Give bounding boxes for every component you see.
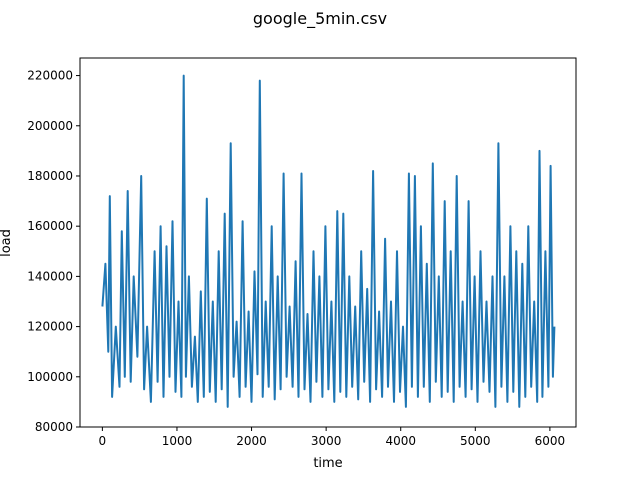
x-tick-label: 1000: [162, 434, 193, 448]
x-tick-label: 2000: [236, 434, 267, 448]
y-tick-label: 100000: [27, 370, 73, 384]
y-tick-label: 80000: [35, 420, 73, 434]
y-tick-label: 180000: [27, 169, 73, 183]
y-tick-label: 140000: [27, 269, 73, 283]
x-tick-label: 5000: [460, 434, 491, 448]
series-layer: [101, 74, 556, 408]
y-axis: 80000 100000 120000 140000 160000 180000 20000…: [27, 69, 80, 434]
x-tick-label: 3000: [311, 434, 342, 448]
chart-title: google_5min.csv: [253, 9, 387, 29]
x-axis-label: time: [313, 456, 342, 471]
x-tick-label: 0: [99, 434, 107, 448]
x-tick-label: 6000: [535, 434, 566, 448]
y-tick-label: 200000: [27, 119, 73, 133]
y-tick-label: 120000: [27, 320, 73, 334]
y-axis-label: load: [0, 229, 14, 257]
x-axis: 0 1000 2000 3000 4000 5000 6000: [99, 427, 566, 448]
y-tick-label: 160000: [27, 219, 73, 233]
x-tick-label: 4000: [385, 434, 416, 448]
plot-frame: [79, 57, 577, 428]
series-line: [101, 74, 556, 408]
y-tick-label: 220000: [27, 69, 73, 83]
